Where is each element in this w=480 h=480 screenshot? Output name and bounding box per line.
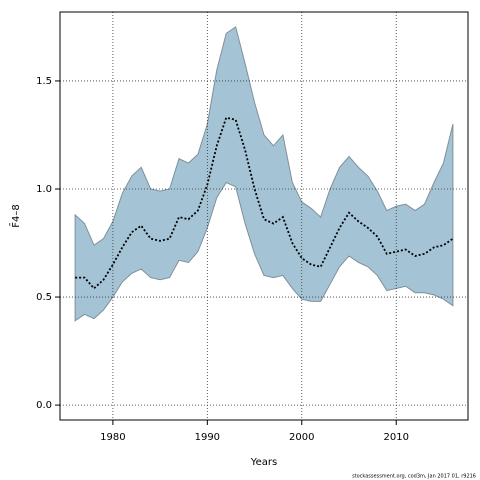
y-axis-label: F̄4–8	[9, 204, 22, 227]
footer: stockassessment.org, cod3m, Jan 2017 01,…	[352, 474, 476, 480]
estimate-line	[75, 116, 454, 290]
x-axis-label: Years	[250, 457, 277, 468]
confidence-band	[74, 26, 454, 322]
x-tick-label: 1990	[195, 432, 220, 443]
plot-frame	[59, 11, 469, 421]
x-tick-label: 1980	[100, 432, 125, 443]
y-tick-label: 1.5	[36, 76, 52, 87]
y-tick-label: 1.0	[36, 184, 52, 195]
y-tick-label: 0.0	[36, 400, 52, 411]
x-tick-label: 2010	[383, 432, 408, 443]
x-tick-label: 2000	[289, 432, 314, 443]
y-tick-label: 0.5	[36, 292, 52, 303]
